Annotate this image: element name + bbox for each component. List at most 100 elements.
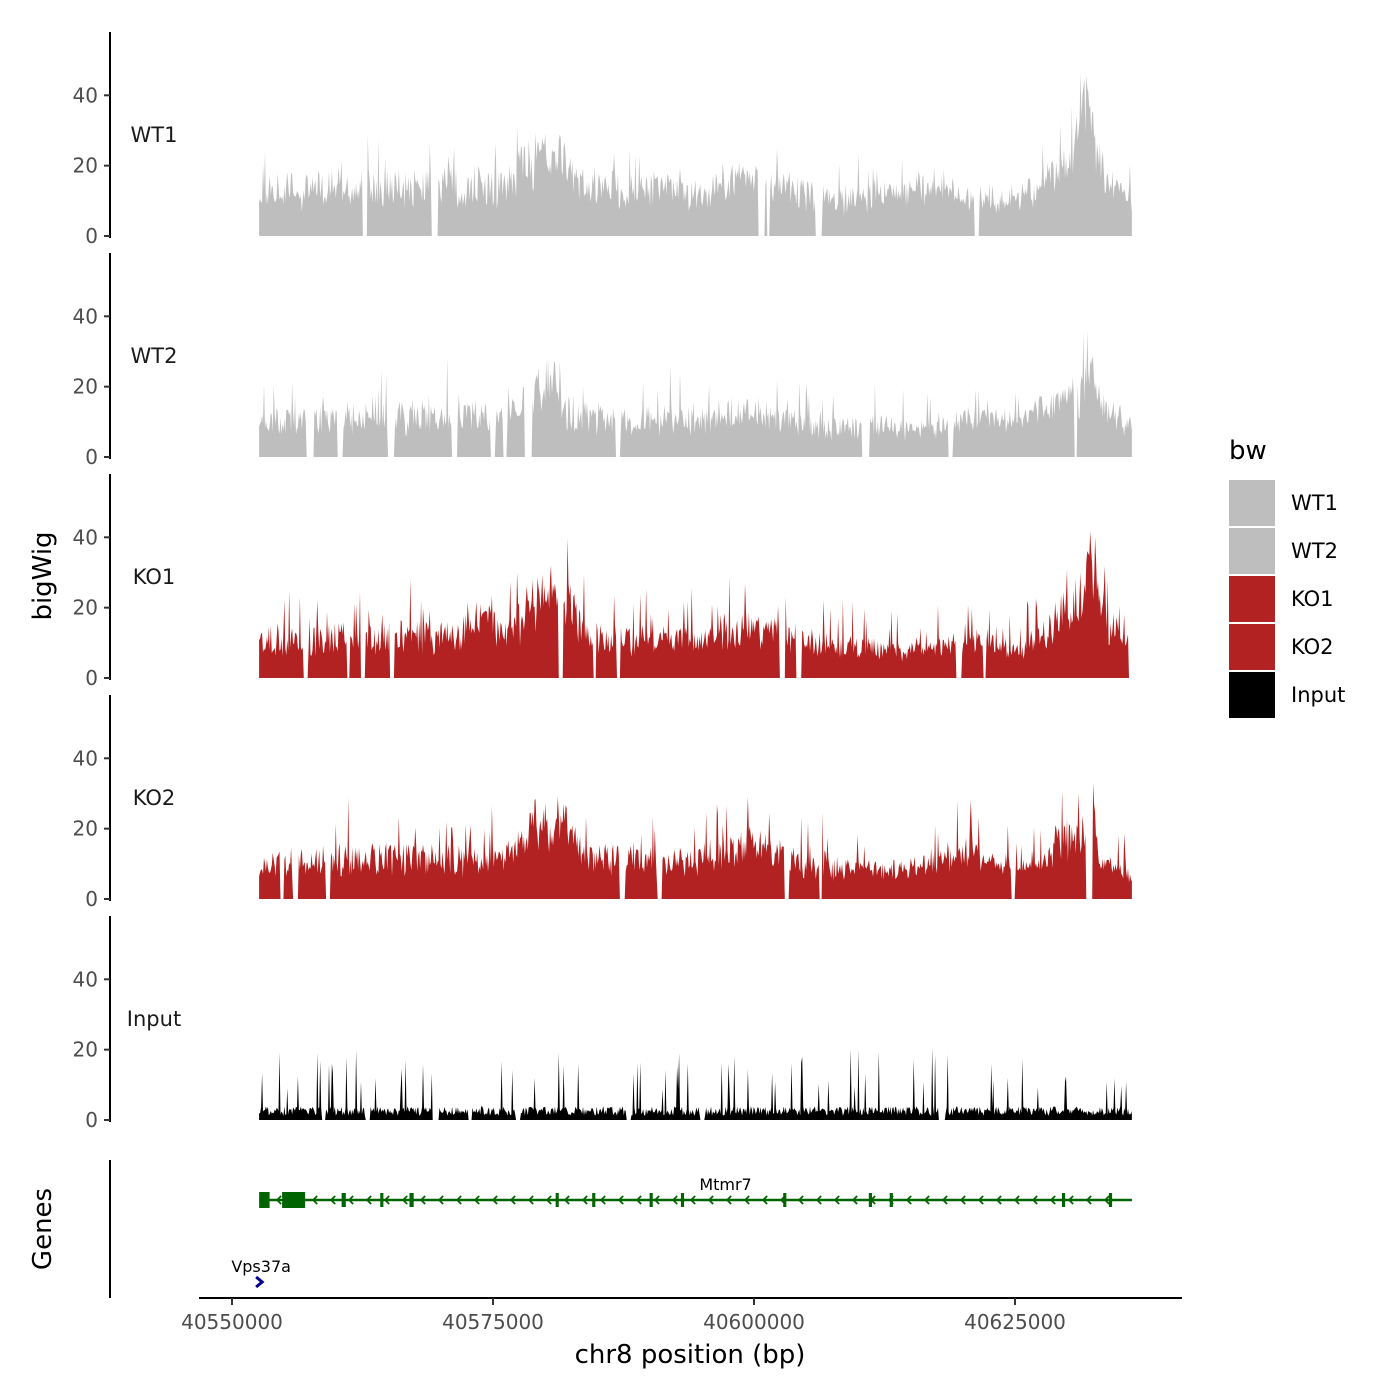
strand-arrow xyxy=(941,1195,948,1205)
strand-arrow xyxy=(365,1195,372,1205)
x-tick-label: 40600000 xyxy=(703,1310,805,1334)
y-tick-label: 0 xyxy=(85,887,98,911)
track-wt2: 0 20 40 WT2 xyxy=(73,253,1132,469)
y-axis-title-tracks: bigWig xyxy=(28,531,58,620)
strand-arrow xyxy=(491,1195,498,1205)
gene-exon xyxy=(680,1193,685,1207)
y-tick-label: 40 xyxy=(73,967,98,991)
strand-arrow xyxy=(797,1195,804,1205)
gene-exon xyxy=(409,1193,414,1207)
signal-area-input xyxy=(259,1047,1132,1120)
strand-arrow xyxy=(761,1195,768,1205)
x-axis-title: chr8 position (bp) xyxy=(575,1340,806,1370)
legend-swatch-ko2 xyxy=(1229,624,1275,670)
y-tick-label: 0 xyxy=(85,445,98,469)
legend: bw WT1 WT2 KO1 KO2 Input xyxy=(1229,436,1345,718)
y-tick-label: 40 xyxy=(73,746,98,770)
strand-arrow xyxy=(617,1195,624,1205)
strand-arrow xyxy=(581,1195,588,1205)
legend-swatch-wt1 xyxy=(1229,480,1275,526)
strand-arrow xyxy=(545,1195,552,1205)
strand-arrow xyxy=(995,1195,1002,1205)
track-ko2: 0 20 40 KO2 xyxy=(73,695,1132,911)
y-tick-label: 0 xyxy=(85,224,98,248)
gene-label-mtmr7: Mtmr7 xyxy=(699,1175,751,1194)
y-tick-label: 20 xyxy=(73,375,98,399)
bigwig-tracks: 0 20 40 WT1 0 20 40 WT2 0 20 40 KO1 0 20 40 KO2 0 20 40 Inp… xyxy=(73,32,1132,1132)
signal-area-wt2 xyxy=(259,330,1132,457)
strand-arrow xyxy=(833,1195,840,1205)
strand-arrow xyxy=(671,1195,678,1205)
gene-track: Mtmr7 Vps37a xyxy=(109,1160,1132,1298)
gene-exon xyxy=(1108,1193,1113,1207)
signal-area-ko2 xyxy=(259,782,1132,899)
gene-vps37a: Vps37a xyxy=(231,1257,291,1289)
strand-arrow xyxy=(635,1195,642,1205)
y-tick-label: 40 xyxy=(73,304,98,328)
strand-arrow xyxy=(437,1195,444,1205)
strand-arrow xyxy=(905,1195,912,1205)
strand-arrow xyxy=(347,1195,354,1205)
strand-arrow xyxy=(1085,1195,1092,1205)
gene-exon xyxy=(649,1193,653,1207)
strand-arrow xyxy=(527,1195,534,1205)
x-axis: 40550000 40575000 40600000 40625000 chr8 po… xyxy=(181,1297,1182,1370)
strand-arrow xyxy=(959,1195,966,1205)
strand-arrow xyxy=(725,1195,732,1205)
gene-exon xyxy=(341,1193,346,1207)
strand-arrow xyxy=(1031,1195,1038,1205)
legend-swatch-input xyxy=(1229,672,1275,718)
gene-exon xyxy=(259,1192,270,1208)
signal-area-ko1 xyxy=(259,531,1132,678)
strand-arrow xyxy=(1103,1195,1110,1205)
strand-arrow xyxy=(329,1195,336,1205)
legend-swatch-ko1 xyxy=(1229,576,1275,622)
track-label-ko1: KO1 xyxy=(133,565,176,589)
x-tick-label: 40575000 xyxy=(442,1310,544,1334)
y-tick-label: 0 xyxy=(85,666,98,690)
strand-arrow xyxy=(1049,1195,1056,1205)
track-wt1: 0 20 40 WT1 xyxy=(73,32,1132,248)
gene-strand-marker xyxy=(255,1275,265,1289)
y-tick-label: 20 xyxy=(73,154,98,178)
y-tick-label: 0 xyxy=(85,1108,98,1132)
legend-label-input: Input xyxy=(1291,683,1345,707)
x-axis-ticks: 40550000 40575000 40600000 40625000 xyxy=(181,1298,1066,1334)
y-tick-label: 20 xyxy=(73,817,98,841)
track-label-input: Input xyxy=(127,1007,181,1031)
legend-title: bw xyxy=(1229,436,1267,466)
strand-arrow xyxy=(707,1195,714,1205)
strand-arrow xyxy=(563,1195,570,1205)
legend-label-ko1: KO1 xyxy=(1291,587,1334,611)
strand-arrow xyxy=(653,1195,660,1205)
x-tick-label: 40625000 xyxy=(964,1310,1066,1334)
strand-arrow xyxy=(743,1195,750,1205)
strand-arrow xyxy=(1013,1195,1020,1205)
strand-arrow xyxy=(923,1195,930,1205)
strand-arrow xyxy=(383,1195,390,1205)
strand-arrow xyxy=(851,1195,858,1205)
y-tick-label: 40 xyxy=(73,525,98,549)
legend-swatch-wt2 xyxy=(1229,528,1275,574)
gene-exon xyxy=(889,1193,893,1207)
y-tick-label: 20 xyxy=(73,1038,98,1062)
legend-label-wt1: WT1 xyxy=(1291,491,1338,515)
strand-arrow xyxy=(401,1195,408,1205)
gene-mtmr7: Mtmr7 xyxy=(259,1175,1132,1208)
strand-arrow xyxy=(815,1195,822,1205)
gene-exon xyxy=(282,1192,306,1208)
gene-exon xyxy=(555,1193,559,1207)
gene-exon xyxy=(380,1193,384,1207)
track-label-wt1: WT1 xyxy=(131,123,178,147)
track-label-ko2: KO2 xyxy=(133,786,176,810)
strand-arrow xyxy=(509,1195,516,1205)
gene-exon xyxy=(868,1193,872,1207)
track-label-wt2: WT2 xyxy=(131,344,178,368)
track-input: 0 20 40 Input xyxy=(73,916,1132,1132)
gene-exon xyxy=(592,1193,596,1207)
strand-arrow xyxy=(419,1195,426,1205)
strand-arrow xyxy=(311,1195,318,1205)
strand-arrow xyxy=(473,1195,480,1205)
gene-exon xyxy=(1061,1193,1066,1207)
